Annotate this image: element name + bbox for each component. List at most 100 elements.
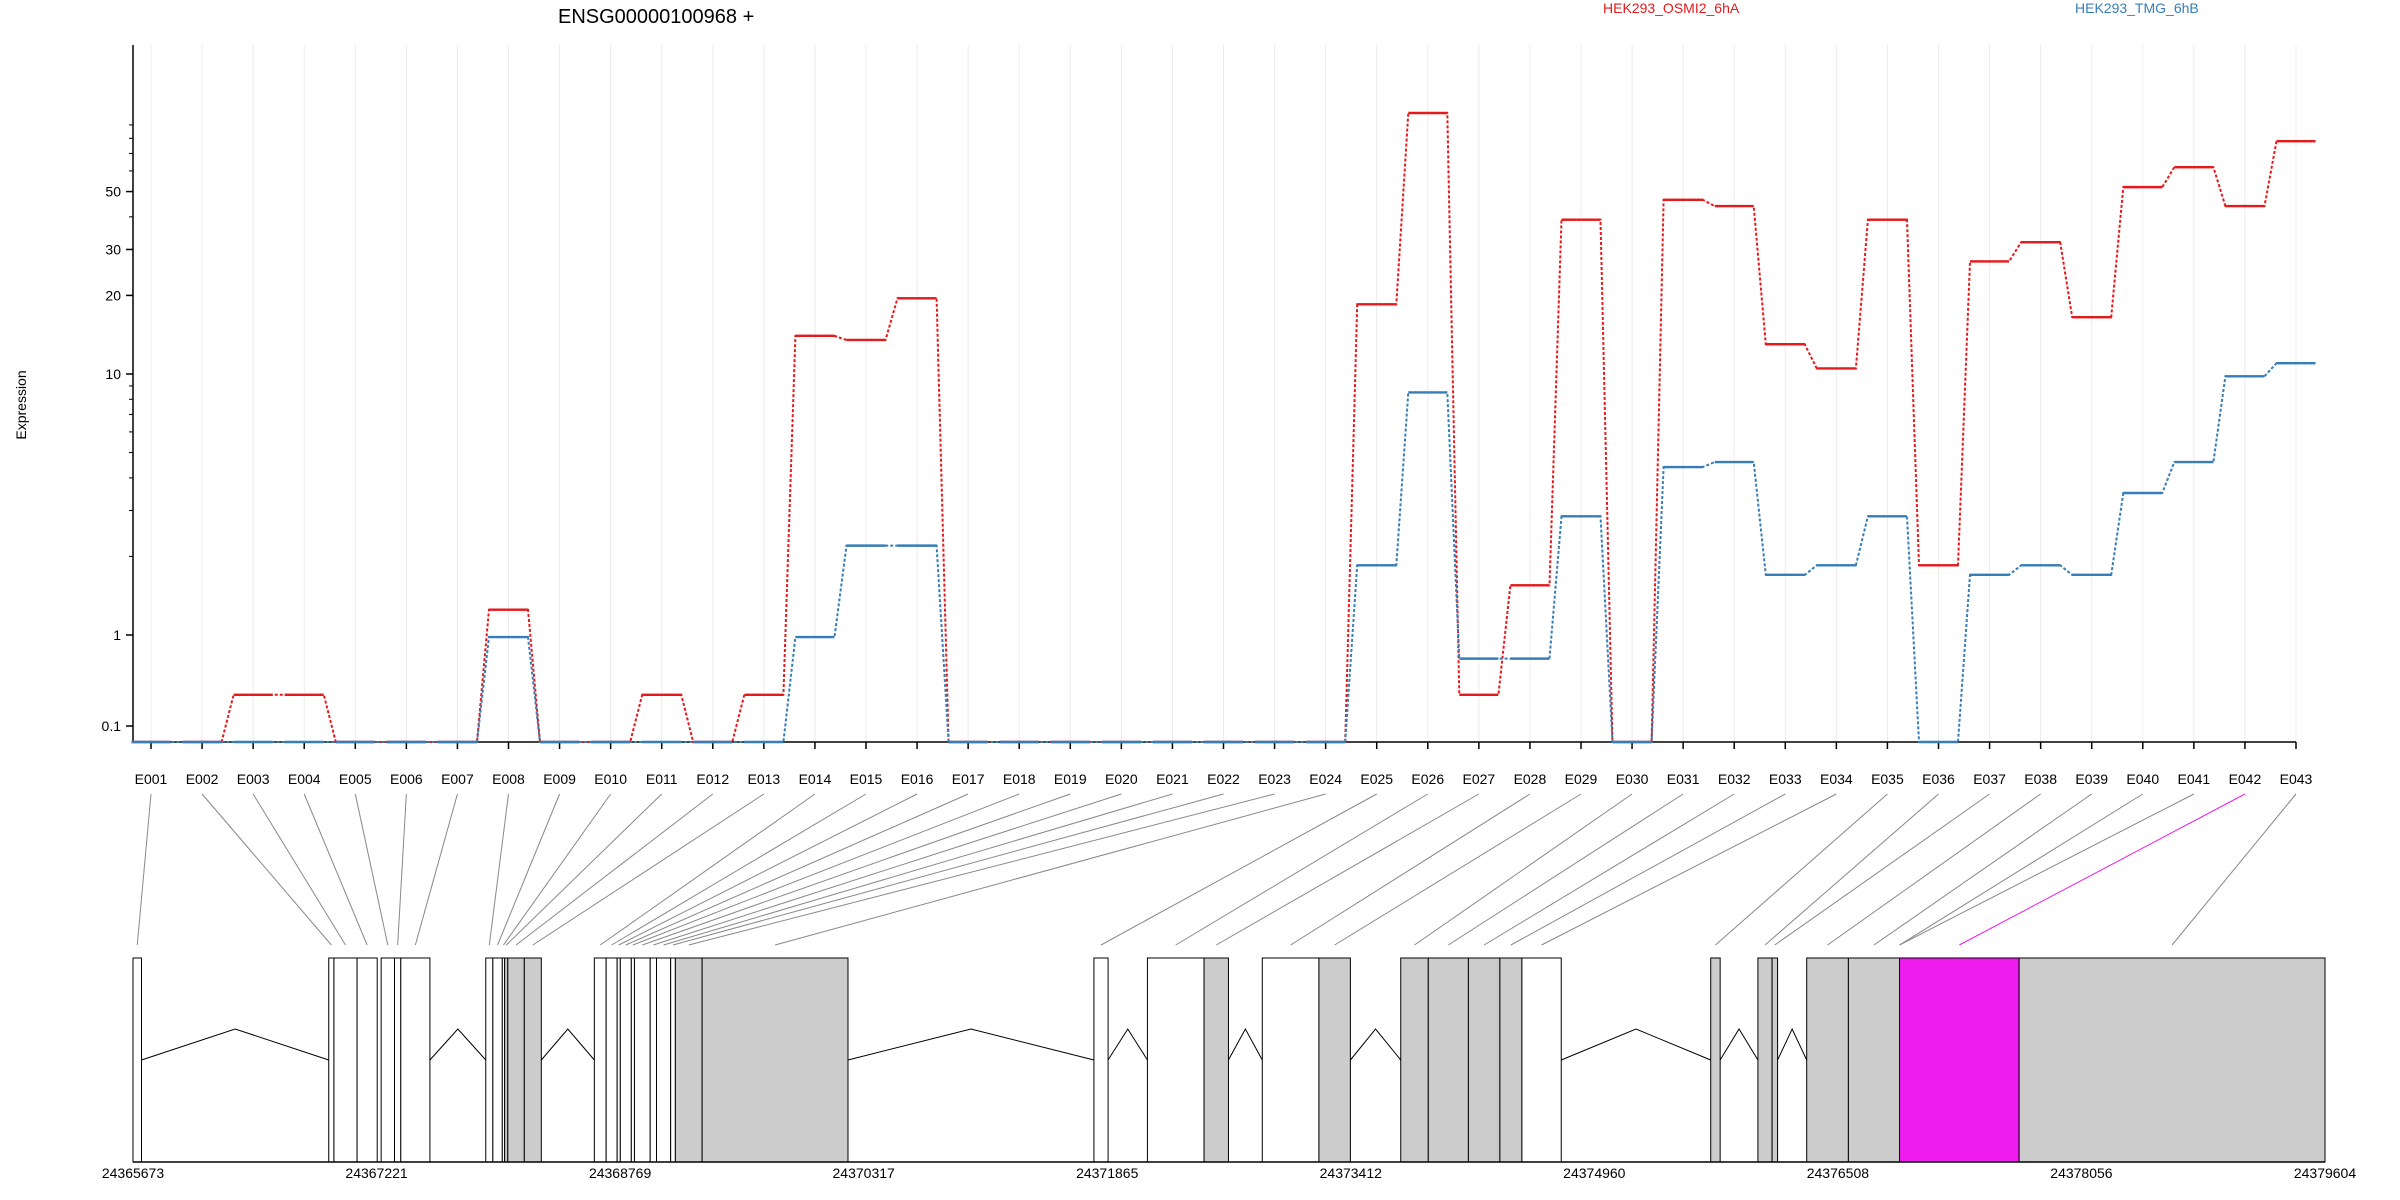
x-tick-label-e043: E043 bbox=[2280, 771, 2313, 787]
y-tick-label: 0.1 bbox=[102, 718, 122, 734]
exon-box-e038 bbox=[1806, 957, 1849, 1163]
genomic-coordinate-label: 24365673 bbox=[102, 1165, 165, 1181]
exon-connector-e022 bbox=[672, 793, 1224, 946]
exon-connector-e030 bbox=[1414, 793, 1633, 946]
exon-connector-e013 bbox=[532, 793, 765, 946]
y-tick-label: 1 bbox=[113, 627, 121, 643]
x-tick-label-e030: E030 bbox=[1616, 771, 1649, 787]
x-tick-label-e038: E038 bbox=[2024, 771, 2057, 787]
exon-box-e033 bbox=[1499, 957, 1523, 1163]
exon-box-e034 bbox=[1521, 957, 1562, 1163]
genomic-coordinate-label: 24376508 bbox=[1807, 1165, 1870, 1181]
x-tick-label-e029: E029 bbox=[1565, 771, 1598, 787]
x-tick-label-e040: E040 bbox=[2126, 771, 2159, 787]
x-tick-label-e010: E010 bbox=[594, 771, 627, 787]
exon-connector-e043 bbox=[2171, 793, 2297, 946]
x-tick-label-e006: E006 bbox=[390, 771, 423, 787]
genomic-coordinate-label: 24368769 bbox=[589, 1165, 652, 1181]
exon-connector-e014 bbox=[599, 793, 816, 946]
genomic-coordinate-label: 24374960 bbox=[1563, 1165, 1626, 1181]
exon-box-e012 bbox=[507, 957, 525, 1163]
exon-connector-e033 bbox=[1510, 793, 1786, 946]
exon-connector-e005 bbox=[354, 793, 389, 946]
x-tick-label-e014: E014 bbox=[799, 771, 832, 787]
intron-line bbox=[1350, 1028, 1402, 1061]
plot-area: 0.1 1 10 20 30 50 E001 E002 E003 E004 E005 E006 E007… bbox=[102, 45, 2356, 1181]
exon-box-e009 bbox=[492, 957, 503, 1163]
exon-connector-e002 bbox=[201, 793, 332, 946]
exon-connector-e003 bbox=[252, 793, 346, 946]
exon-box-e005 bbox=[380, 957, 396, 1163]
x-tick-label-e017: E017 bbox=[952, 771, 985, 787]
x-tick-label-e019: E019 bbox=[1054, 771, 1087, 787]
exon-box-e001 bbox=[132, 957, 142, 1163]
x-tick-label-e041: E041 bbox=[2178, 771, 2211, 787]
exon-connector-e021 bbox=[663, 793, 1173, 946]
exon-box-e007 bbox=[400, 957, 431, 1163]
exon-box-e037 bbox=[1771, 957, 1779, 1163]
exon-connector-e034 bbox=[1541, 793, 1837, 946]
intron-line bbox=[1561, 1028, 1711, 1061]
legend-entry-tmg: HEK293_TMG_6hB bbox=[2075, 0, 2199, 16]
exon-box-e023 bbox=[674, 957, 703, 1163]
x-tick-label-e021: E021 bbox=[1156, 771, 1189, 787]
genomic-coordinate-label: 24373412 bbox=[1320, 1165, 1383, 1181]
exon-connector-e016 bbox=[618, 793, 918, 946]
exon-connector-e023 bbox=[688, 793, 1275, 946]
y-tick-label: 20 bbox=[105, 287, 121, 303]
exon-box-e036 bbox=[1757, 957, 1773, 1163]
exon-box-e013 bbox=[523, 957, 542, 1163]
exon-box-e035 bbox=[1710, 957, 1721, 1163]
exon-box-e043 bbox=[2018, 957, 2326, 1163]
exon-connector-e020 bbox=[653, 793, 1122, 946]
x-tick-label-e026: E026 bbox=[1411, 771, 1444, 787]
exon-box-e014 bbox=[593, 957, 607, 1163]
exon-connector-e039 bbox=[1873, 793, 2092, 946]
y-tick-label: 50 bbox=[105, 184, 121, 200]
y-tick-label: 10 bbox=[105, 366, 121, 382]
x-tick-label-e016: E016 bbox=[901, 771, 934, 787]
exon-connector-e040 bbox=[1899, 793, 2144, 946]
x-tick-label-e012: E012 bbox=[696, 771, 729, 787]
x-tick-label-e008: E008 bbox=[492, 771, 525, 787]
x-tick-label-e003: E003 bbox=[237, 771, 270, 787]
x-tick-label-e005: E005 bbox=[339, 771, 372, 787]
exon-connector-e037 bbox=[1774, 793, 1990, 946]
exon-connector-e036 bbox=[1764, 793, 1939, 946]
exon-box-e017 bbox=[619, 957, 632, 1163]
exon-connector-e009 bbox=[497, 793, 561, 946]
exon-connector-e028 bbox=[1290, 793, 1531, 946]
exon-connector-e027 bbox=[1216, 793, 1480, 946]
chart-title: ENSG00000100968 + bbox=[558, 6, 754, 28]
exon-connector-e017 bbox=[625, 793, 969, 946]
exon-connector-e001 bbox=[136, 793, 152, 946]
x-tick-label-e022: E022 bbox=[1207, 771, 1240, 787]
exon-box-e024 bbox=[701, 957, 849, 1163]
intron-line bbox=[1228, 1027, 1263, 1061]
x-tick-label-e025: E025 bbox=[1360, 771, 1393, 787]
exon-connector-e019 bbox=[642, 793, 1071, 946]
exon-box-e030 bbox=[1400, 957, 1429, 1163]
x-tick-label-e011: E011 bbox=[646, 771, 678, 787]
exon-box-e042 bbox=[1899, 957, 2020, 1163]
x-tick-label-e037: E037 bbox=[1973, 771, 2006, 787]
x-tick-label-e004: E004 bbox=[288, 771, 321, 787]
exon-box-e003 bbox=[333, 957, 358, 1163]
exon-connector-e018 bbox=[632, 793, 1020, 946]
legend-entry-osmi2: HEK293_OSMI2_6hA bbox=[1603, 0, 1740, 16]
x-tick-label-e009: E009 bbox=[543, 771, 576, 787]
x-tick-label-e035: E035 bbox=[1871, 771, 1904, 787]
exon-box-e025 bbox=[1093, 957, 1109, 1163]
exon-connector-e024 bbox=[774, 793, 1326, 946]
exon-connector-e038 bbox=[1827, 793, 2041, 946]
exon-box-e002 bbox=[328, 957, 335, 1163]
intron-line bbox=[540, 1028, 595, 1061]
exon-box-e028 bbox=[1261, 957, 1320, 1163]
exon-connector-e006 bbox=[397, 793, 407, 946]
intron-line bbox=[1777, 1027, 1808, 1061]
y-axis-label: Expression bbox=[13, 370, 29, 439]
genomic-coordinate-label: 24367221 bbox=[345, 1165, 408, 1181]
x-tick-label-e015: E015 bbox=[850, 771, 883, 787]
exon-connector-e035 bbox=[1715, 793, 1888, 946]
